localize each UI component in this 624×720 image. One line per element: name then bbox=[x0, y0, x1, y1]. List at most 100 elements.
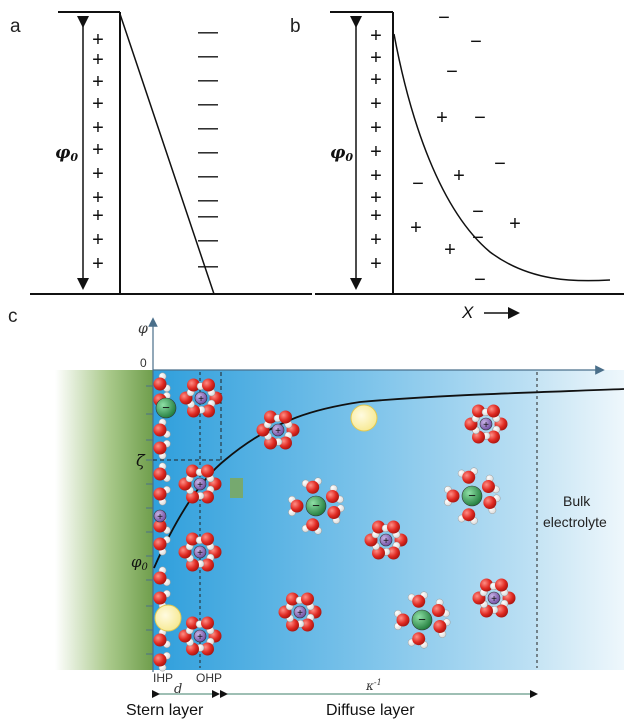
ihp-label: IHP bbox=[153, 671, 173, 685]
positive-charge: + bbox=[453, 165, 465, 187]
negative-charge: — bbox=[198, 255, 218, 277]
positive-charge: + bbox=[370, 165, 382, 187]
hydrated-anion-core bbox=[461, 485, 483, 507]
oxygen-atom bbox=[201, 616, 214, 630]
positive-charge: + bbox=[92, 71, 104, 93]
water-molecule bbox=[153, 535, 171, 556]
oxygen-atom bbox=[202, 404, 215, 418]
oxygen-atom bbox=[462, 508, 476, 522]
positive-charge: + bbox=[370, 47, 382, 69]
water-molecule bbox=[457, 467, 478, 484]
positive-charge: + bbox=[370, 141, 382, 163]
oxygen-atom bbox=[431, 604, 445, 617]
oxygen-atom bbox=[153, 653, 167, 667]
positive-charge: + bbox=[92, 93, 104, 115]
water-molecule bbox=[153, 566, 171, 587]
hydrated-cation-sign: + bbox=[197, 480, 203, 491]
negative-charge: − bbox=[474, 107, 486, 129]
oxygen-atom bbox=[483, 495, 497, 509]
negative-charge: — bbox=[198, 45, 218, 67]
panel-b-phi0: φ0 bbox=[330, 143, 353, 164]
panel-a-linear-potential bbox=[119, 13, 215, 295]
water-molecule bbox=[407, 591, 428, 608]
phi-axis-ticks bbox=[146, 385, 153, 655]
negative-charge: − bbox=[472, 227, 484, 249]
positive-charge: + bbox=[509, 213, 521, 235]
water-molecule bbox=[433, 618, 451, 638]
oxygen-atom bbox=[153, 537, 167, 551]
hydrated-anion-core bbox=[305, 495, 327, 517]
negative-charge: − bbox=[470, 31, 482, 53]
adsorbed-cation: + bbox=[153, 509, 167, 523]
positive-charge: + bbox=[436, 107, 448, 129]
oxygen-atom bbox=[327, 505, 341, 519]
hydrated-cation-core bbox=[194, 391, 208, 405]
panel-c-label: c bbox=[8, 306, 18, 327]
oxygen-atom bbox=[153, 487, 167, 501]
oxygen-atom bbox=[201, 642, 214, 656]
panel-b: b φ0 ++++++++++++++++ −−−−−−−−− X bbox=[290, 7, 624, 322]
water-molecule bbox=[457, 508, 478, 525]
hydrated-anion: − bbox=[411, 609, 433, 631]
oxygen-atom bbox=[387, 546, 400, 560]
oxygen-atom bbox=[487, 404, 500, 418]
adsorbed-patch bbox=[230, 478, 243, 498]
hydrated-cation: + bbox=[193, 545, 207, 559]
oxygen-atom bbox=[301, 592, 314, 606]
hydrated-cation: + bbox=[193, 629, 207, 643]
negative-charge: — bbox=[198, 117, 218, 139]
oxygen-atom bbox=[387, 520, 400, 534]
adsorbed-anion-core bbox=[155, 397, 177, 419]
oxygen-atom bbox=[396, 613, 410, 627]
water-molecule bbox=[153, 462, 171, 483]
oxygen-atom bbox=[153, 377, 167, 391]
positive-charge: + bbox=[92, 139, 104, 161]
oxygen-atom bbox=[186, 464, 199, 478]
kappa-label: κ-1 bbox=[365, 678, 382, 693]
negative-charge: − bbox=[494, 153, 506, 175]
zero-label: 0 bbox=[140, 356, 147, 370]
oxygen-atom bbox=[153, 423, 167, 437]
negative-charge: — bbox=[198, 141, 218, 163]
water-molecule bbox=[153, 372, 171, 393]
negative-charge: − bbox=[474, 269, 486, 291]
hydrated-cation-sign: + bbox=[197, 548, 203, 559]
adsorbed-neutral-molecule bbox=[154, 604, 182, 632]
oxygen-atom bbox=[187, 378, 200, 392]
water-molecule bbox=[273, 410, 293, 429]
hydrated-anion-core bbox=[411, 609, 433, 631]
oxygen-atom bbox=[306, 480, 320, 494]
water-molecule bbox=[444, 485, 460, 507]
hydrated-cation-sign: + bbox=[483, 420, 489, 431]
zeta-label: ζ bbox=[136, 451, 146, 470]
water-molecule bbox=[195, 464, 215, 483]
positive-charge: + bbox=[370, 205, 382, 227]
panel-a-negative-charges: ——————————— bbox=[198, 21, 218, 277]
water-molecule bbox=[489, 578, 509, 597]
water-molecule bbox=[481, 404, 501, 423]
phi0-label: φ0 bbox=[131, 553, 149, 573]
oxygen-atom bbox=[433, 619, 447, 633]
hydrated-cation: + bbox=[293, 605, 307, 619]
panel-b-x-label: X bbox=[461, 303, 474, 322]
oxygen-atom bbox=[202, 378, 215, 392]
water-molecule bbox=[394, 609, 410, 631]
adsorbed-cation-core bbox=[153, 509, 167, 523]
bulk-region bbox=[537, 370, 624, 670]
water-molecule bbox=[195, 532, 215, 551]
negative-charge: − bbox=[472, 201, 484, 223]
adsorbed-anion-sign: − bbox=[162, 400, 170, 415]
hydrated-cation: + bbox=[379, 533, 393, 547]
positive-charge: + bbox=[370, 25, 382, 47]
positive-charge: + bbox=[444, 239, 456, 261]
hydrated-cation-sign: + bbox=[275, 426, 281, 437]
oxygen-atom bbox=[201, 490, 214, 504]
oxygen-atom bbox=[446, 489, 460, 503]
panel-c: c φ 0 ζ φ0 + + + + − + + + + + + − − − Bulk electroly… bbox=[8, 306, 624, 719]
oxygen-atom bbox=[153, 591, 167, 605]
positive-charge: + bbox=[370, 93, 382, 115]
oxygen-atom bbox=[495, 578, 508, 592]
oxygen-atom bbox=[286, 592, 299, 606]
hydrated-cation-sign: + bbox=[198, 394, 204, 405]
